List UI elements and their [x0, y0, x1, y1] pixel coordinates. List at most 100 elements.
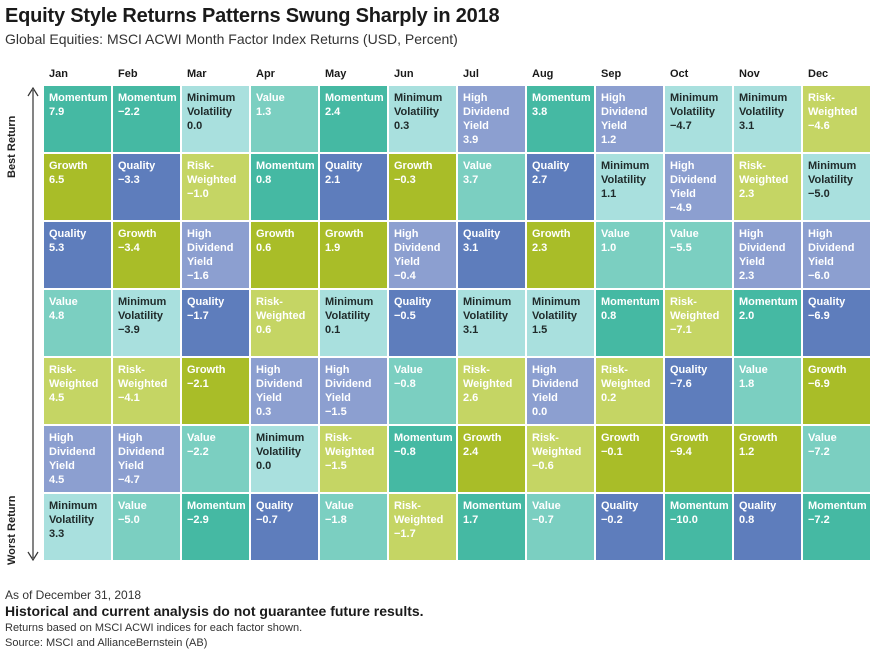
factor-name: Risk- Weighted [601, 364, 651, 390]
factor-return-value: −1.7 [394, 528, 416, 540]
factor-cell: Minimum Volatility −4.7 [665, 86, 732, 152]
factor-cell: Quality −0.5 [389, 290, 456, 356]
factor-cell: Value −1.8 [320, 494, 387, 560]
factor-cell: Quality 5.3 [44, 222, 111, 288]
factor-name: Momentum [187, 500, 246, 512]
factor-name: Minimum Volatility [118, 296, 167, 322]
factor-return-value: −6.9 [808, 378, 830, 390]
factor-return-value: 0.1 [325, 324, 341, 336]
factor-return-value: 0.3 [256, 406, 272, 418]
factor-name: Minimum Volatility [808, 160, 857, 186]
factor-return-value: 2.3 [739, 270, 755, 282]
factor-return-value: −0.7 [256, 514, 278, 526]
factor-name: Momentum [670, 500, 729, 512]
factor-name: High Dividend Yield [49, 432, 96, 472]
factor-name: Value [187, 432, 216, 444]
factor-return-value: 0.0 [256, 460, 272, 472]
factor-return-value: −2.2 [187, 446, 209, 458]
worst-return-label: Worst Return [6, 495, 18, 565]
factor-cell: High Dividend Yield −1.5 [320, 358, 387, 424]
factor-return-value: 2.7 [532, 174, 548, 186]
factor-return-value: −1.6 [187, 270, 209, 282]
factor-name: Value [670, 228, 699, 240]
factor-return-value: −1.8 [325, 514, 347, 526]
factor-name: Quality [256, 500, 294, 512]
factor-name: Growth [256, 228, 295, 240]
factor-cell: Growth 2.3 [527, 222, 594, 288]
factor-return-value: −7.2 [808, 514, 830, 526]
factor-cell: Risk- Weighted −1.7 [389, 494, 456, 560]
factor-name: Momentum [601, 296, 660, 308]
factor-cell: Risk- Weighted 2.3 [734, 154, 801, 220]
factor-cell: Quality 2.7 [527, 154, 594, 220]
factor-return-value: −0.7 [532, 514, 554, 526]
factor-return-value: 3.3 [49, 528, 65, 540]
factor-name: Quality [808, 296, 846, 308]
factor-name: High Dividend Yield [187, 228, 234, 268]
factor-cell: Minimum Volatility 0.3 [389, 86, 456, 152]
factor-return-value: 3.7 [463, 174, 479, 186]
factor-cell: Value 1.0 [596, 222, 663, 288]
factor-name: High Dividend Yield [532, 364, 579, 404]
factor-cell: Quality −0.2 [596, 494, 663, 560]
factor-cell: Momentum 0.8 [596, 290, 663, 356]
factor-cell: Risk- Weighted −7.1 [665, 290, 732, 356]
factor-return-value: 6.5 [49, 174, 65, 186]
factor-return-value: 2.4 [463, 446, 479, 458]
factor-name: Minimum Volatility [394, 92, 443, 118]
factor-cell: Quality −6.9 [803, 290, 870, 356]
factor-name: Value [739, 364, 768, 376]
factor-cell: Momentum −2.9 [182, 494, 249, 560]
chart-title: Equity Style Returns Patterns Swung Shar… [5, 5, 500, 27]
factor-cell: Risk- Weighted −4.6 [803, 86, 870, 152]
factor-return-value: 0.3 [394, 120, 410, 132]
factor-return-value: 2.3 [532, 242, 548, 254]
factor-return-value: −1.7 [187, 310, 209, 322]
factor-name: Growth [49, 160, 88, 172]
factor-return-value: 3.1 [739, 120, 755, 132]
factor-name: Minimum Volatility [601, 160, 650, 186]
factor-return-value: −2.1 [187, 378, 209, 390]
factor-return-value: 1.1 [601, 188, 617, 200]
factor-cell: Minimum Volatility 3.3 [44, 494, 111, 560]
factor-cell: High Dividend Yield −0.4 [389, 222, 456, 288]
factor-name: High Dividend Yield [325, 364, 372, 404]
as-of-date: As of December 31, 2018 [5, 588, 142, 602]
factor-return-value: −3.4 [118, 242, 140, 254]
factor-cell: Growth −2.1 [182, 358, 249, 424]
factor-name: Growth [394, 160, 433, 172]
factor-return-value: 1.7 [463, 514, 479, 526]
factor-return-value: 1.2 [601, 134, 617, 146]
factor-name: Momentum [808, 500, 867, 512]
factor-return-value: −4.9 [670, 202, 692, 214]
factor-return-value: 1.2 [739, 446, 755, 458]
factor-return-value: 2.0 [739, 310, 755, 322]
factor-name: Growth [187, 364, 226, 376]
factor-cell: Growth −3.4 [113, 222, 180, 288]
month-label: Mar [187, 68, 207, 80]
factor-cell: Momentum −2.2 [113, 86, 180, 152]
factor-name: High Dividend Yield [739, 228, 786, 268]
factor-name: Momentum [256, 160, 315, 172]
factor-name: Minimum Volatility [187, 92, 236, 118]
factor-cell: Momentum 0.8 [251, 154, 318, 220]
factor-name: Minimum Volatility [532, 296, 581, 322]
factor-return-value: −3.9 [118, 324, 140, 336]
disclaimer: Historical and current analysis do not g… [5, 603, 424, 619]
factor-return-value: 2.1 [325, 174, 341, 186]
factor-cell: Value −0.8 [389, 358, 456, 424]
factor-return-value: 0.0 [532, 406, 548, 418]
factor-name: Quality [325, 160, 363, 172]
factor-cell: Risk- Weighted −4.1 [113, 358, 180, 424]
factor-cell: Minimum Volatility 1.5 [527, 290, 594, 356]
factor-name: Momentum [325, 92, 384, 104]
factor-name: Value [532, 500, 561, 512]
rank-arrow-icon [27, 86, 39, 562]
factor-cell: Minimum Volatility 1.1 [596, 154, 663, 220]
factor-name: Momentum [49, 92, 108, 104]
factor-name: Risk- Weighted [118, 364, 168, 390]
factor-cell: High Dividend Yield 0.0 [527, 358, 594, 424]
factor-cell: Growth −6.9 [803, 358, 870, 424]
factor-name: Minimum Volatility [256, 432, 305, 458]
factor-name: Value [601, 228, 630, 240]
